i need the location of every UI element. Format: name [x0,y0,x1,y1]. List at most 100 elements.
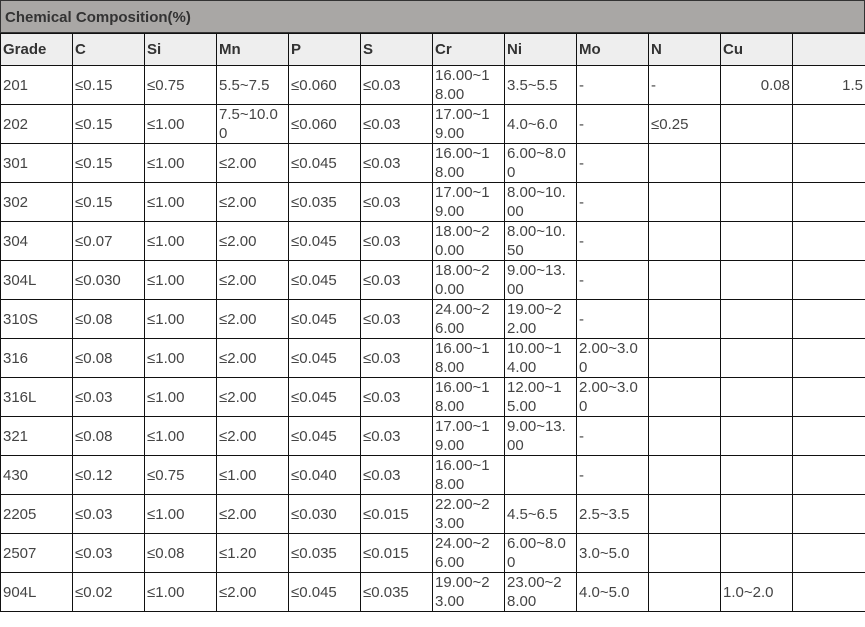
table-cell: 6.00~8.00 [504,143,577,183]
table-row: 904L ≤0.02 ≤1.00 ≤2.00 ≤0.045 ≤0.035 19.00~23.… [0,572,865,612]
table-cell [792,143,865,183]
table-cell [792,416,865,456]
table-row: 302 ≤0.15 ≤1.00 ≤2.00 ≤0.035 ≤0.03 17.00~19.00… [0,182,865,222]
table-cell: ≤0.060 [288,104,361,144]
table-cell: 2.00~3.00 [576,338,649,378]
column-header: Cu [720,33,793,66]
table-cell [720,416,793,456]
table-cell: ≤0.045 [288,143,361,183]
table-cell: ≤0.12 [72,455,145,495]
table-cell [720,494,793,534]
table-cell: 4.0~5.0 [576,572,649,612]
table-cell [792,338,865,378]
table-cell: 19.00~23.00 [432,572,505,612]
table-cell: ≤0.15 [72,104,145,144]
table-cell: ≤0.045 [288,338,361,378]
table-cell: - [576,416,649,456]
table-cell [720,455,793,495]
table-cell [792,104,865,144]
table-cell [792,299,865,339]
table-cell: ≤0.03 [360,182,433,222]
table-cell: ≤0.030 [72,260,145,300]
table-cell: 2.5~3.5 [576,494,649,534]
table-cell: 10.00~14.00 [504,338,577,378]
table-cell: - [576,65,649,105]
table-cell: ≤0.08 [72,338,145,378]
table-cell [792,221,865,261]
table-cell: ≤2.00 [216,377,289,417]
table-cell: 301 [0,143,73,183]
table-cell: 316L [0,377,73,417]
table-cell [720,260,793,300]
table-cell: 19.00~22.00 [504,299,577,339]
table-cell: 302 [0,182,73,222]
column-header: Ni [504,33,577,66]
table-cell [792,572,865,612]
table-cell: 4.0~6.0 [504,104,577,144]
table-cell: ≤0.03 [360,221,433,261]
table-cell [648,455,721,495]
table-cell [720,533,793,573]
column-header [792,33,865,66]
table-cell: ≤1.00 [144,416,217,456]
table-cell: 12.00~15.00 [504,377,577,417]
table-cell [648,533,721,573]
table-cell: ≤1.00 [144,299,217,339]
table-cell: - [576,299,649,339]
table-cell [720,377,793,417]
table-cell: 3.5~5.5 [504,65,577,105]
table-cell: - [576,221,649,261]
table-cell: ≤2.00 [216,260,289,300]
table-cell: ≤0.045 [288,416,361,456]
table-cell: ≤0.03 [72,377,145,417]
table-cell: 2507 [0,533,73,573]
table-cell: ≤0.02 [72,572,145,612]
table-cell: 22.00~23.00 [432,494,505,534]
table-cell: ≤0.060 [288,65,361,105]
table-cell: ≤1.00 [144,572,217,612]
table-cell [648,572,721,612]
table-cell: ≤0.03 [360,65,433,105]
table-cell: 321 [0,416,73,456]
table-cell: - [576,455,649,495]
table-cell: 4.5~6.5 [504,494,577,534]
table-cell: ≤2.00 [216,221,289,261]
table-cell: ≤0.03 [360,143,433,183]
table-cell: ≤0.15 [72,143,145,183]
column-header: C [72,33,145,66]
table-cell [720,221,793,261]
table-cell: 316 [0,338,73,378]
table-cell: ≤0.03 [360,299,433,339]
table-cell: ≤0.75 [144,455,217,495]
table-cell [648,299,721,339]
table-cell: ≤0.15 [72,182,145,222]
table-cell: 2205 [0,494,73,534]
table-cell: 6.00~8.00 [504,533,577,573]
table-cell [648,221,721,261]
table-cell [792,182,865,222]
table-cell: ≤1.20 [216,533,289,573]
table-cell: ≤0.045 [288,221,361,261]
table-cell [648,377,721,417]
table-cell: 17.00~19.00 [432,104,505,144]
table-cell: 310S [0,299,73,339]
table-cell: 17.00~19.00 [432,416,505,456]
column-header: P [288,33,361,66]
table-cell: 1.0~2.0 [720,572,793,612]
table-row: 321 ≤0.08 ≤1.00 ≤2.00 ≤0.045 ≤0.03 17.00~19.00… [0,416,865,456]
table-cell: ≤2.00 [216,299,289,339]
table-cell [720,104,793,144]
table-cell: ≤1.00 [144,494,217,534]
table-cell [504,455,577,495]
table-cell: 18.00~20.00 [432,221,505,261]
table-cell: 3.0~5.0 [576,533,649,573]
table-cell: ≤1.00 [144,143,217,183]
composition-table: Grade C Si Mn P S Cr Ni Mo N Cu 201 ≤0.15 ≤0.75 5.5~7.… [0,33,865,612]
table-cell [720,182,793,222]
table-cell: 16.00~18.00 [432,338,505,378]
table-cell [720,143,793,183]
table-cell: - [576,260,649,300]
column-header: S [360,33,433,66]
table-row: 301 ≤0.15 ≤1.00 ≤2.00 ≤0.045 ≤0.03 16.00~18.00… [0,143,865,183]
table-cell: 1.5 [792,65,865,105]
